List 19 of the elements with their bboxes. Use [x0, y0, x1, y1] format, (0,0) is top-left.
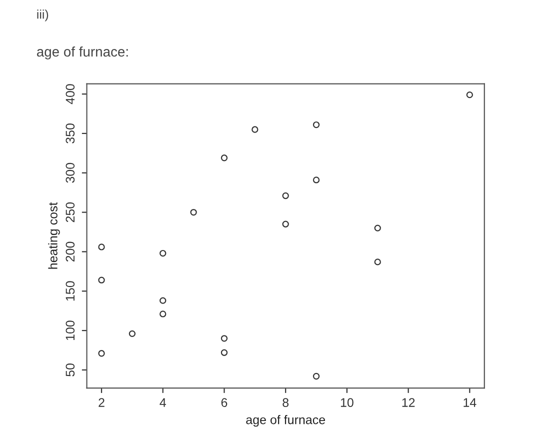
y-tick-label: 250 — [66, 202, 75, 222]
x-tick-label: 12 — [402, 398, 415, 407]
chart-title: age of furnace: — [36, 46, 128, 60]
x-tick-label: 2 — [98, 398, 104, 407]
x-tick-label: 14 — [464, 398, 476, 407]
x-tick-label: 4 — [160, 398, 166, 407]
text: iii) — [37, 10, 48, 22]
y-tick-label: 350 — [66, 124, 75, 144]
x-tick-label: 8 — [282, 398, 289, 407]
y-tick-label: 200 — [66, 242, 75, 262]
y-tick-label: 100 — [66, 320, 75, 340]
x-tick-label: 10 — [340, 398, 354, 407]
x-tick-label: 6 — [221, 398, 228, 407]
y-tick-label: 150 — [66, 281, 75, 301]
x-axis-title: age of furnace — [246, 415, 326, 427]
y-tick-label: 300 — [66, 162, 75, 183]
y-tick-label: 50 — [66, 363, 75, 376]
y-tick-label: 400 — [66, 84, 75, 104]
y-axis-title: heating cost — [48, 202, 60, 269]
